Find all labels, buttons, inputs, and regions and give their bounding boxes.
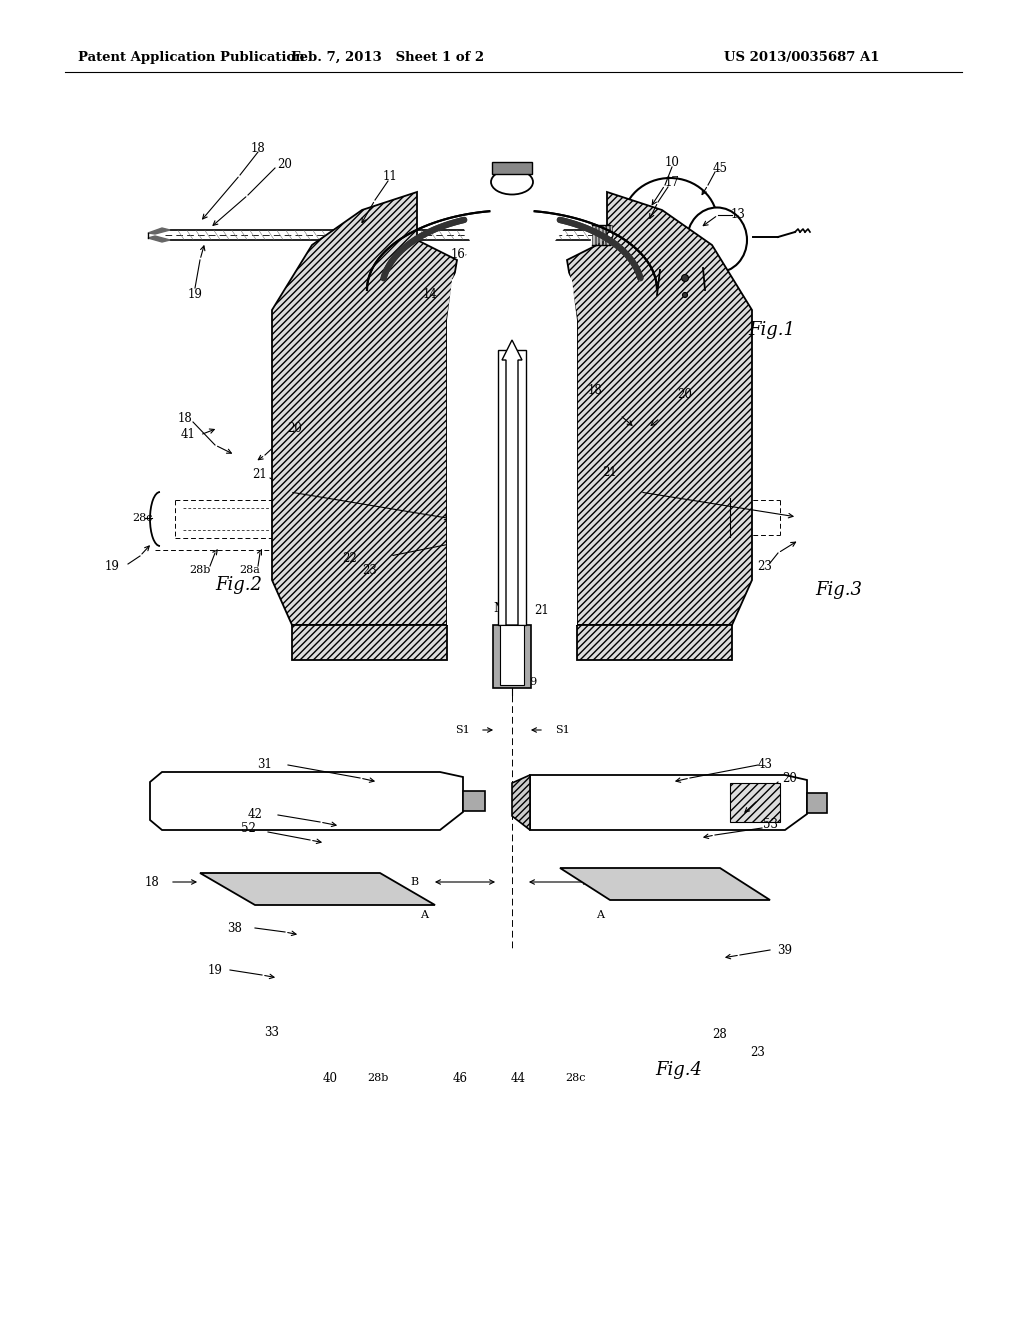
Text: 18: 18 xyxy=(177,412,193,425)
Polygon shape xyxy=(493,624,531,688)
Ellipse shape xyxy=(623,178,718,267)
Text: 53: 53 xyxy=(763,818,777,832)
Text: Patent Application Publication: Patent Application Publication xyxy=(78,50,305,63)
Polygon shape xyxy=(567,191,752,624)
Text: 23: 23 xyxy=(758,561,772,573)
Polygon shape xyxy=(592,224,595,246)
Text: 17: 17 xyxy=(665,177,680,190)
Text: 23: 23 xyxy=(362,564,378,577)
Text: 28a: 28a xyxy=(240,565,260,576)
Polygon shape xyxy=(200,873,435,906)
Text: 19: 19 xyxy=(104,560,120,573)
Text: 46: 46 xyxy=(453,1072,468,1085)
Text: 21: 21 xyxy=(253,469,267,482)
Text: 19: 19 xyxy=(187,289,203,301)
Text: 28b: 28b xyxy=(368,1073,389,1082)
Circle shape xyxy=(682,275,688,281)
Text: S1: S1 xyxy=(555,725,569,735)
Polygon shape xyxy=(512,775,530,830)
Circle shape xyxy=(628,304,692,367)
Polygon shape xyxy=(502,341,522,624)
Text: Fig.4: Fig.4 xyxy=(655,1061,702,1078)
Text: 20: 20 xyxy=(288,421,302,434)
Polygon shape xyxy=(292,624,447,660)
Text: 11: 11 xyxy=(383,170,397,183)
Text: Feb. 7, 2013   Sheet 1 of 2: Feb. 7, 2013 Sheet 1 of 2 xyxy=(292,50,484,63)
Text: 44: 44 xyxy=(511,1072,525,1085)
Text: M: M xyxy=(494,602,507,615)
Text: 15: 15 xyxy=(560,329,575,342)
Text: 39: 39 xyxy=(777,944,793,957)
Text: 16: 16 xyxy=(451,248,466,261)
Text: 38: 38 xyxy=(227,921,243,935)
Text: 31: 31 xyxy=(258,759,272,771)
Text: 23: 23 xyxy=(751,1045,765,1059)
Polygon shape xyxy=(577,624,732,660)
Text: 21: 21 xyxy=(535,603,549,616)
Text: 19: 19 xyxy=(208,964,222,977)
Text: 20: 20 xyxy=(678,388,692,401)
Circle shape xyxy=(683,293,687,297)
Polygon shape xyxy=(807,793,827,813)
Text: 28c: 28c xyxy=(565,1073,586,1082)
Polygon shape xyxy=(272,191,457,624)
Text: 13: 13 xyxy=(730,209,745,222)
Text: 28: 28 xyxy=(713,1028,727,1041)
Ellipse shape xyxy=(490,169,534,194)
Polygon shape xyxy=(609,224,612,246)
Text: US 2013/0035687 A1: US 2013/0035687 A1 xyxy=(724,50,880,63)
Text: 21: 21 xyxy=(603,466,617,479)
Polygon shape xyxy=(602,224,605,246)
Text: 20: 20 xyxy=(278,158,293,172)
Text: 29: 29 xyxy=(523,677,538,686)
Text: 19: 19 xyxy=(498,622,512,635)
Text: Fig.1: Fig.1 xyxy=(748,321,795,339)
Text: Fig.3: Fig.3 xyxy=(815,581,862,599)
Text: 12: 12 xyxy=(511,169,525,181)
Text: 22: 22 xyxy=(343,552,357,565)
Polygon shape xyxy=(148,236,170,242)
Ellipse shape xyxy=(687,207,746,272)
Text: 41: 41 xyxy=(180,429,196,441)
Text: Fig.2: Fig.2 xyxy=(215,576,262,594)
Text: 45: 45 xyxy=(713,161,727,174)
Text: 42: 42 xyxy=(248,808,262,821)
Text: 19: 19 xyxy=(510,558,524,572)
Text: 18: 18 xyxy=(144,875,160,888)
Polygon shape xyxy=(599,224,601,246)
Polygon shape xyxy=(560,869,770,900)
Text: 40: 40 xyxy=(323,1072,338,1085)
Text: B: B xyxy=(606,876,614,887)
Text: 41: 41 xyxy=(545,436,559,449)
Text: S1: S1 xyxy=(455,725,469,735)
Circle shape xyxy=(607,232,613,238)
Text: 18: 18 xyxy=(588,384,602,396)
Polygon shape xyxy=(530,775,807,830)
Polygon shape xyxy=(606,224,608,246)
Text: A: A xyxy=(596,909,604,920)
Text: A: A xyxy=(420,909,428,920)
Polygon shape xyxy=(492,162,532,174)
Polygon shape xyxy=(150,772,463,830)
Polygon shape xyxy=(596,224,598,246)
Polygon shape xyxy=(463,791,485,810)
Polygon shape xyxy=(730,783,780,822)
Text: 43: 43 xyxy=(758,759,772,771)
Text: B: B xyxy=(410,876,418,887)
Text: 28b: 28b xyxy=(189,565,211,576)
Polygon shape xyxy=(447,160,582,624)
Polygon shape xyxy=(500,624,524,685)
Polygon shape xyxy=(148,228,170,234)
Circle shape xyxy=(683,302,743,362)
Text: 28c: 28c xyxy=(132,513,153,523)
Text: 33: 33 xyxy=(264,1026,280,1039)
Text: 14: 14 xyxy=(423,289,437,301)
Text: 52: 52 xyxy=(241,821,255,834)
Text: 10: 10 xyxy=(665,157,680,169)
Text: 18: 18 xyxy=(251,141,265,154)
Text: 20: 20 xyxy=(782,771,798,784)
Polygon shape xyxy=(498,350,526,624)
